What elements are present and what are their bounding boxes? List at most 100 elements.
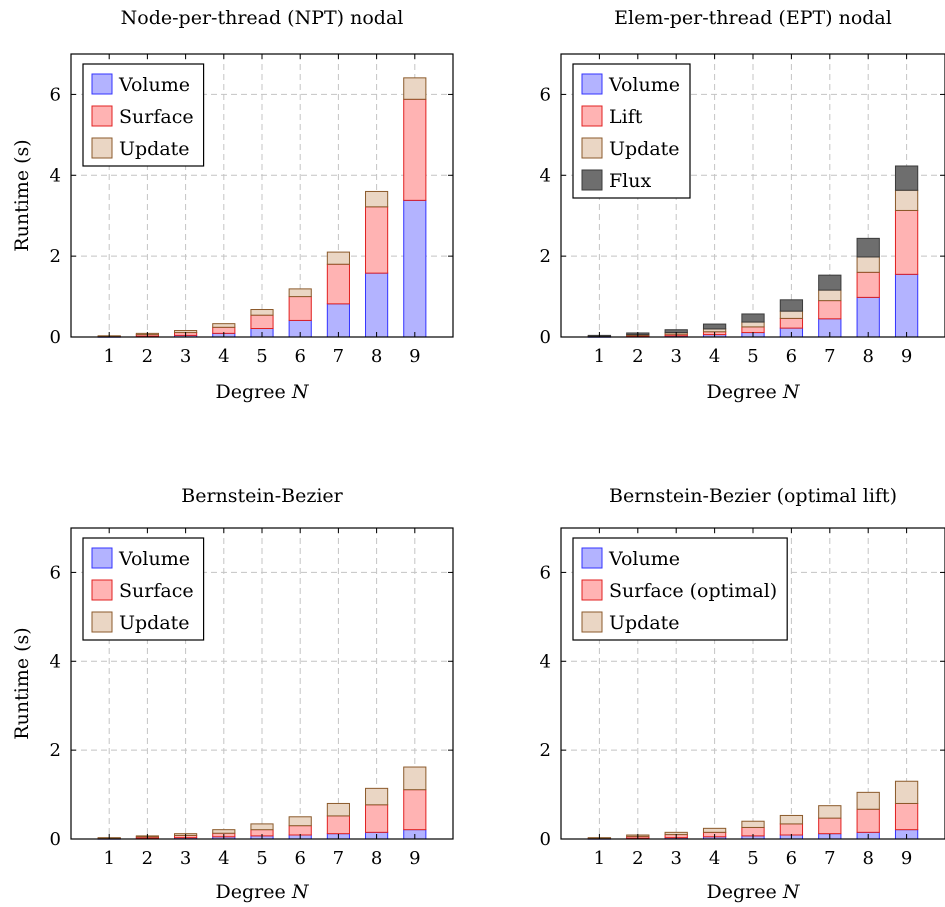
x-axis-label-variable: N: [291, 881, 310, 903]
bar-segment: [818, 805, 842, 819]
bar-segment: [212, 323, 236, 328]
y-tick-label: 0: [50, 327, 61, 348]
y-tick-label: 6: [50, 84, 61, 105]
y-tick-label: 2: [50, 740, 61, 761]
bar-segment: [894, 189, 919, 211]
legend-swatch: [581, 73, 603, 95]
bar-segment: [702, 323, 727, 330]
y-tick-label: 0: [540, 327, 551, 348]
x-axis-label: Degree N: [707, 881, 801, 903]
bar-segment: [856, 237, 880, 258]
chart-title: Node-per-thread (NPT) nodal: [121, 7, 404, 29]
y-tick-label: 6: [50, 562, 61, 583]
bar-segment: [818, 817, 842, 835]
bar-segment: [250, 309, 274, 316]
bar-segment: [779, 299, 804, 312]
x-tick-label: 6: [294, 346, 305, 367]
legend-swatch: [91, 105, 113, 127]
legend-swatch: [91, 579, 113, 601]
x-axis-label-text: Degree: [707, 881, 783, 903]
x-tick-label: 2: [142, 848, 153, 869]
legend: Volume Surface Update: [82, 537, 205, 641]
bar-segment: [250, 823, 274, 831]
legend-swatch: [581, 579, 603, 601]
bar-segment: [403, 766, 427, 791]
bar-segment: [365, 804, 389, 833]
x-axis-label: Degree N: [216, 381, 310, 403]
bar-segment: [326, 815, 350, 835]
bar-segment: [856, 256, 880, 273]
legend-entry: Update: [609, 612, 680, 634]
bar-segment: [894, 165, 919, 191]
bar-segment: [741, 313, 765, 323]
legend-entry: Update: [609, 138, 680, 160]
bar-segment: [894, 780, 919, 804]
bar-segment: [326, 251, 350, 265]
legend-entry: Surface: [119, 106, 194, 128]
bar-segment: [403, 789, 427, 831]
x-tick-label: 7: [333, 346, 344, 367]
y-axis-label: Runtime (s): [11, 627, 33, 739]
bar-segment: [702, 827, 727, 833]
x-tick-label: 9: [409, 346, 420, 367]
bar-segment: [365, 190, 389, 208]
bar-segment: [288, 816, 312, 827]
y-tick-label: 6: [540, 562, 551, 583]
x-tick-label: 1: [594, 346, 605, 367]
y-tick-label: 2: [540, 246, 551, 267]
x-axis-label-variable: N: [782, 381, 801, 403]
x-tick-label: 5: [747, 346, 758, 367]
y-tick-label: 4: [540, 165, 551, 186]
bar-segment: [326, 263, 350, 305]
x-axis-label-text: Degree: [216, 381, 292, 403]
x-tick-label: 9: [901, 848, 912, 869]
x-axis-label-text: Degree: [216, 881, 292, 903]
x-tick-label: 4: [709, 346, 720, 367]
bar-segment: [212, 829, 236, 834]
x-tick-label: 6: [786, 346, 797, 367]
x-tick-label: 6: [294, 848, 305, 869]
bar-segment: [856, 791, 880, 810]
legend-swatch: [581, 169, 603, 191]
x-tick-label: 8: [862, 346, 873, 367]
y-tick-label: 4: [50, 165, 61, 186]
bar-segment: [365, 787, 389, 806]
bar-segment: [741, 326, 765, 334]
bar-segment: [818, 289, 842, 302]
x-tick-label: 6: [786, 848, 797, 869]
legend-entry: Volume: [608, 74, 680, 96]
x-tick-label: 7: [824, 848, 835, 869]
bar-segment: [741, 820, 765, 828]
x-tick-label: 1: [103, 346, 114, 367]
x-tick-label: 8: [371, 848, 382, 869]
bar-segment: [250, 314, 274, 330]
legend-swatch: [91, 137, 113, 159]
x-tick-label: 7: [333, 848, 344, 869]
bar-segment: [894, 273, 919, 338]
bar-segment: [856, 296, 880, 338]
chart-panel-1: Node-per-thread (NPT) nodal 1 2 3 4 5 6 7 8 9 0 2 4 6…: [11, 7, 454, 403]
legend-frame: [572, 537, 788, 641]
x-tick-label: 8: [862, 848, 873, 869]
bar-segment: [365, 272, 389, 338]
y-axis-label: Runtime (s): [11, 139, 33, 251]
legend-entry: Update: [119, 138, 190, 160]
bar-segment: [779, 814, 804, 825]
legend-swatch: [581, 611, 603, 633]
chart-panel-4: Bernstein-Bezier (optimal lift) 1 2 3 4 5 6 7 8 9…: [540, 485, 945, 903]
x-axis-label: Degree N: [707, 381, 801, 403]
legend-swatch: [581, 547, 603, 569]
x-tick-label: 3: [670, 346, 681, 367]
bar-segment: [288, 296, 312, 321]
x-tick-label: 3: [670, 848, 681, 869]
bar-segment: [779, 310, 804, 319]
bar-segment: [856, 808, 880, 833]
legend-swatch: [581, 105, 603, 127]
x-axis-label: Degree N: [216, 881, 310, 903]
x-tick-label: 9: [409, 848, 420, 869]
legend: Volume Lift Update Flux: [572, 63, 691, 199]
y-tick-label: 0: [50, 829, 61, 850]
bar-segment: [894, 802, 919, 831]
